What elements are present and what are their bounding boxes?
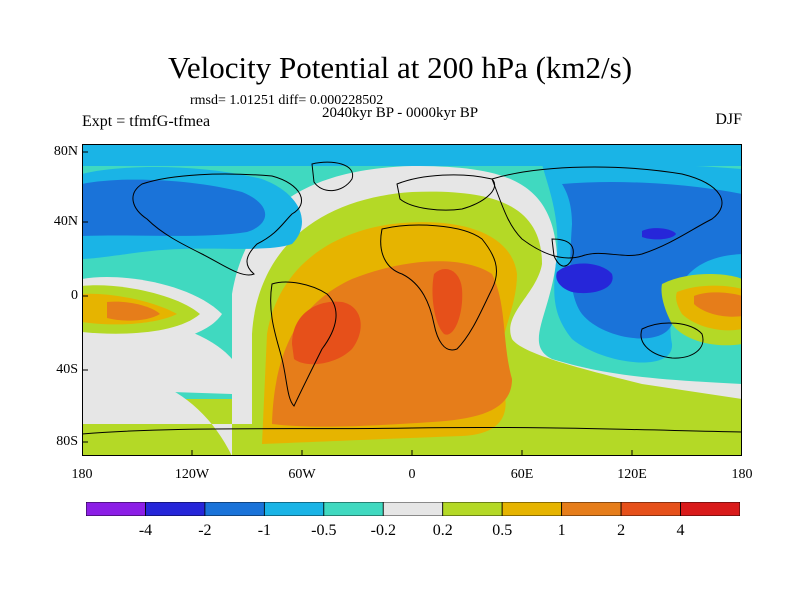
map-title: Velocity Potential at 200 hPa (km2/s) bbox=[167, 50, 633, 85]
colorbar-swatch bbox=[323, 502, 384, 516]
colorbar-label: -0.5 bbox=[311, 522, 337, 539]
season-label: DJF bbox=[715, 111, 742, 128]
field-wpacific-orange bbox=[694, 292, 742, 317]
xtick-label: 180 bbox=[731, 467, 753, 482]
coast-africa bbox=[380, 224, 497, 351]
xtick-label: 120E bbox=[617, 467, 647, 482]
xtick-label: 60E bbox=[510, 467, 534, 482]
coast-australia bbox=[640, 322, 704, 359]
colorbar-label: 1 bbox=[557, 522, 566, 539]
experiment-label: Expt = tfmfG-tfmea bbox=[82, 113, 211, 130]
xtick-label: 60W bbox=[288, 467, 316, 482]
field-arctic-lightblue bbox=[82, 144, 742, 166]
colorbar bbox=[86, 502, 740, 516]
coast-north-america bbox=[132, 173, 302, 276]
field-maritime-darkblue bbox=[556, 263, 613, 294]
ytick-label: 40N bbox=[53, 214, 78, 229]
colorbar-label: -0.2 bbox=[370, 522, 396, 539]
velocity-potential-map bbox=[82, 144, 742, 456]
colorbar-label: 0.2 bbox=[432, 522, 453, 539]
xtick-label: 0 bbox=[408, 467, 416, 482]
colorbar-swatch bbox=[680, 502, 740, 516]
colorbar-swatch bbox=[145, 502, 206, 516]
colorbar-swatch bbox=[263, 502, 325, 516]
coast-greenland bbox=[311, 161, 354, 192]
colorbar-swatch bbox=[620, 502, 681, 516]
coast-asia bbox=[491, 166, 723, 259]
colorbar-swatch bbox=[86, 502, 146, 516]
colorbar-swatch bbox=[382, 502, 444, 516]
xtick-label: 120W bbox=[174, 467, 210, 482]
coast-europe bbox=[396, 174, 495, 211]
colorbar-label: -2 bbox=[198, 522, 212, 539]
colorbar-swatch bbox=[204, 502, 265, 516]
field-pacific-orange bbox=[107, 301, 160, 321]
colorbar-swatch bbox=[501, 502, 563, 516]
ytick-label: 80N bbox=[53, 144, 78, 159]
tick-marks bbox=[82, 151, 633, 456]
ytick-label: 80S bbox=[56, 434, 78, 449]
colorbar-label: 4 bbox=[676, 522, 685, 539]
period-subtitle: 2040kyr BP - 0000kyr BP bbox=[322, 105, 479, 121]
field-japan-darkblue bbox=[642, 228, 676, 240]
colorbar-label: 0.5 bbox=[492, 522, 513, 539]
coastlines bbox=[82, 161, 742, 435]
colorbar-label: 2 bbox=[617, 522, 626, 539]
field-northwest-blue bbox=[82, 179, 266, 236]
stats-subtitle: rmsd= 1.01251 diff= 0.000228502 bbox=[190, 93, 384, 108]
colorbar-swatch bbox=[442, 502, 503, 516]
ytick-label: 40S bbox=[56, 362, 78, 377]
ytick-label: 0 bbox=[71, 288, 78, 303]
coast-india bbox=[551, 238, 574, 267]
colorbar-label: -4 bbox=[138, 522, 153, 539]
field-core-africa bbox=[432, 269, 463, 335]
colorbar-label: -1 bbox=[257, 522, 272, 539]
field-core-south-america bbox=[292, 301, 361, 365]
coast-antarctica bbox=[82, 426, 742, 435]
colorbar-swatch bbox=[561, 502, 622, 516]
coast-south-america bbox=[270, 281, 337, 407]
field-asia-blue bbox=[562, 182, 742, 339]
xtick-label: 180 bbox=[71, 467, 93, 482]
